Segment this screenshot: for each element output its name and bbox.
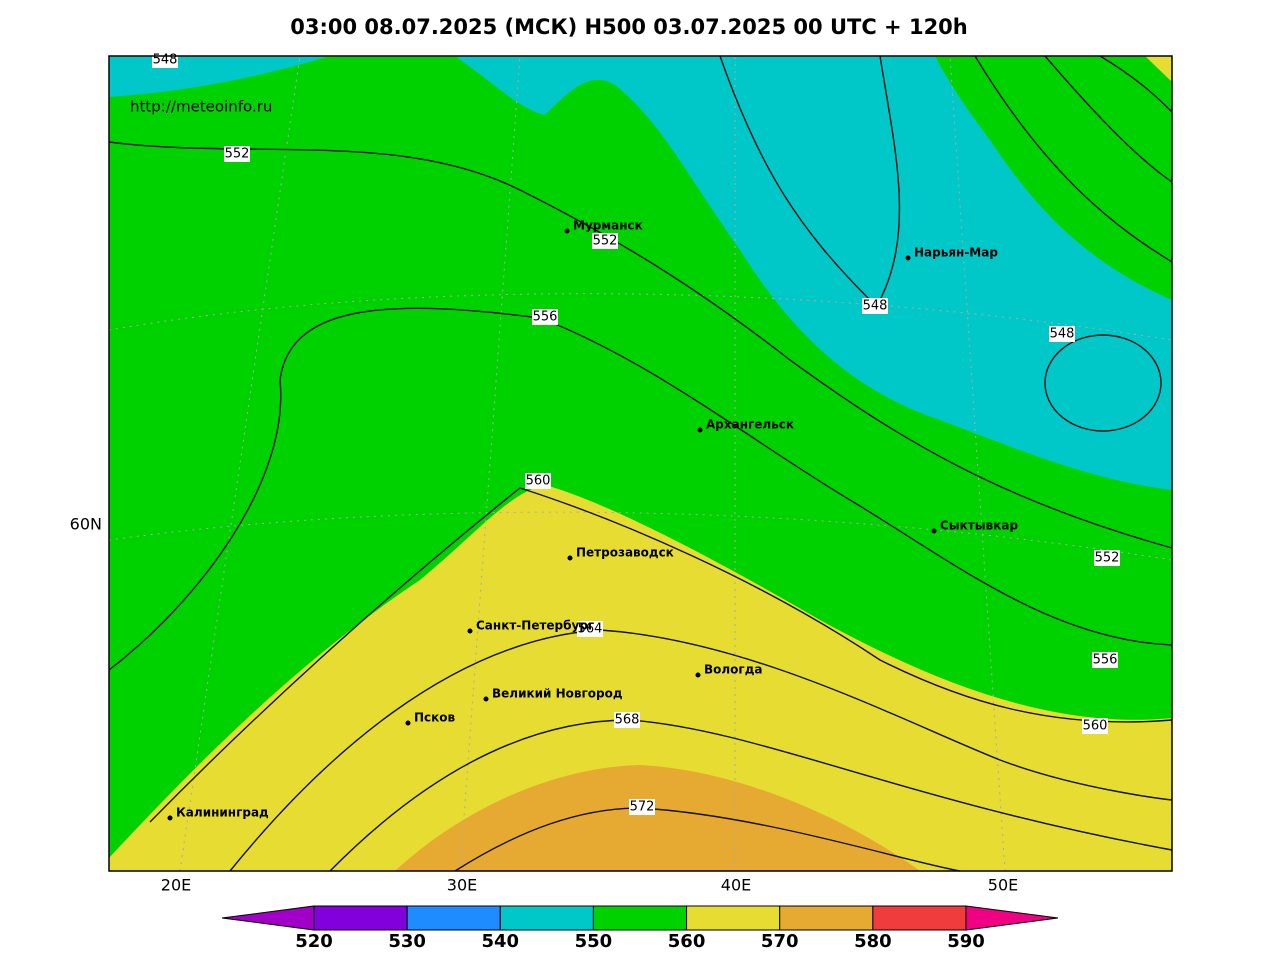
city-dot <box>567 555 573 561</box>
contour-label: 552 <box>1095 551 1120 566</box>
contour-label-box <box>224 146 250 162</box>
contour-label: 552 <box>593 234 618 249</box>
city-dot <box>695 672 701 678</box>
contour-label: 560 <box>526 474 551 489</box>
contour-label: 548 <box>1050 327 1075 342</box>
lon-label: 40E <box>721 876 751 895</box>
contour-label-box <box>577 621 603 637</box>
colorbar-tick-label: 520 <box>295 931 333 952</box>
city-dot <box>931 528 937 534</box>
graticule <box>108 55 1173 872</box>
lon-label: 50E <box>988 876 1018 895</box>
colorbar-segment <box>779 905 874 931</box>
colorbar-segment <box>313 905 408 931</box>
city-name: Вологда <box>704 663 762 677</box>
city-dot <box>467 628 473 634</box>
contour-label: 572 <box>630 800 655 815</box>
contour-label-box <box>1082 718 1108 734</box>
contours <box>108 55 1173 872</box>
city-name: Санкт-Петербург <box>476 619 594 633</box>
colorbar: 520 530 540 550 560 570 580 590 <box>221 905 1059 952</box>
contour-label: 556 <box>533 310 558 325</box>
field-560 <box>109 485 1172 871</box>
colorbar-tick-label: 590 <box>947 931 985 952</box>
contour-label-box <box>1049 326 1075 342</box>
colorbar-tick-label: 560 <box>668 931 706 952</box>
field-560 <box>1145 56 1172 82</box>
contour-label-box <box>532 309 558 325</box>
city-name: Архангельск <box>706 418 794 432</box>
colorbar-segment <box>406 905 501 931</box>
city-dot <box>564 228 570 234</box>
city-name: Мурманск <box>573 219 643 233</box>
city-name: Петрозаводск <box>576 546 674 560</box>
source-url: http://meteoinfo.ru <box>130 98 272 116</box>
contour-label: 548 <box>863 299 888 314</box>
contour-label-box <box>614 712 640 728</box>
colorbar-extend-low <box>221 905 315 931</box>
city-name: Великий Новгород <box>492 687 623 701</box>
city-dot <box>167 815 173 821</box>
contour-label-box <box>862 298 888 314</box>
labels: 548 552 552 556 548 548 560 552 564 556 568 560 572 М… <box>152 52 1120 821</box>
city-name: Калининград <box>176 806 269 820</box>
colorbar-tick-label: 550 <box>575 931 613 952</box>
colorbar-segment <box>872 905 967 931</box>
colorbar-tick-label: 540 <box>481 931 519 952</box>
lon-label: 20E <box>161 876 191 895</box>
map: 548 552 552 556 548 548 560 552 564 556 568 560 572 М… <box>108 52 1173 872</box>
contour-label-box <box>525 473 551 489</box>
colorbar-tick-label: 530 <box>388 931 426 952</box>
city-dot <box>905 255 911 261</box>
contour-label-box <box>629 799 655 815</box>
colorbar-tick-label: 580 <box>854 931 892 952</box>
colorbar-segment <box>499 905 594 931</box>
contour-label: 556 <box>1093 653 1118 668</box>
field-540 <box>455 56 1172 490</box>
lon-label: 30E <box>447 876 477 895</box>
lat-label: 60N <box>70 515 102 534</box>
colorbar-segment <box>686 905 781 931</box>
city-name: Нарьян-Мар <box>914 246 998 260</box>
contour-label-box <box>1094 550 1120 566</box>
contour-label: 568 <box>615 713 640 728</box>
map-frame <box>108 55 1173 872</box>
contour-label: 560 <box>1083 719 1108 734</box>
colorbar-segment <box>592 905 688 931</box>
contour-label: 548 <box>153 53 178 68</box>
field-570 <box>395 765 920 871</box>
colorbar-tick-label: 570 <box>761 931 799 952</box>
city-dot <box>697 427 703 433</box>
contour-label-box <box>1092 652 1118 668</box>
contour-label: 552 <box>225 147 250 162</box>
city-name: Сыктывкар <box>940 519 1018 533</box>
axes: 60N 20E 30E 40E 50E <box>70 515 1019 895</box>
city-dot <box>483 696 489 702</box>
title: 03:00 08.07.2025 (МСК) H500 03.07.2025 0… <box>290 15 968 39</box>
contour-label: 564 <box>578 622 603 637</box>
city-dot <box>405 720 411 726</box>
contour-label-box <box>592 233 618 249</box>
colorbar-extend-high <box>965 905 1059 931</box>
city-name: Псков <box>414 711 456 725</box>
